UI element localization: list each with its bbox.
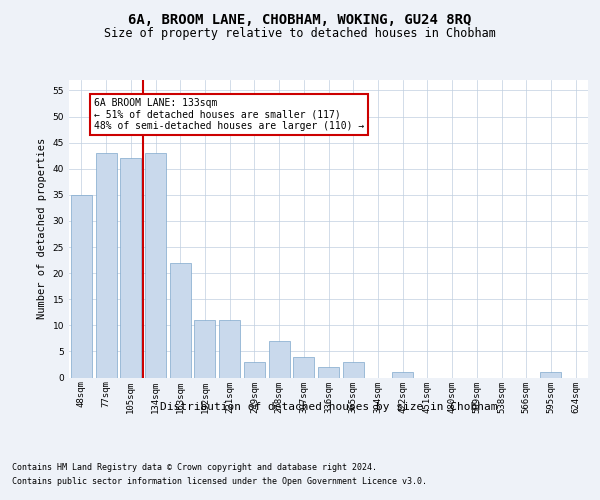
Y-axis label: Number of detached properties: Number of detached properties <box>37 138 47 320</box>
Bar <box>71 195 92 378</box>
Text: Size of property relative to detached houses in Chobham: Size of property relative to detached ho… <box>104 28 496 40</box>
Text: 6A, BROOM LANE, CHOBHAM, WOKING, GU24 8RQ: 6A, BROOM LANE, CHOBHAM, WOKING, GU24 8R… <box>128 12 472 26</box>
Bar <box>145 153 166 378</box>
Bar <box>343 362 364 378</box>
Text: Contains HM Land Registry data © Crown copyright and database right 2024.: Contains HM Land Registry data © Crown c… <box>12 462 377 471</box>
Bar <box>392 372 413 378</box>
Text: Contains public sector information licensed under the Open Government Licence v3: Contains public sector information licen… <box>12 478 427 486</box>
Bar <box>95 153 116 378</box>
Bar <box>318 367 339 378</box>
Bar <box>293 356 314 378</box>
Text: Distribution of detached houses by size in Chobham: Distribution of detached houses by size … <box>160 402 497 412</box>
Bar <box>219 320 240 378</box>
Bar <box>170 262 191 378</box>
Bar <box>269 341 290 378</box>
Text: 6A BROOM LANE: 133sqm
← 51% of detached houses are smaller (117)
48% of semi-det: 6A BROOM LANE: 133sqm ← 51% of detached … <box>94 98 364 132</box>
Bar <box>194 320 215 378</box>
Bar <box>120 158 141 378</box>
Bar <box>244 362 265 378</box>
Bar <box>541 372 562 378</box>
